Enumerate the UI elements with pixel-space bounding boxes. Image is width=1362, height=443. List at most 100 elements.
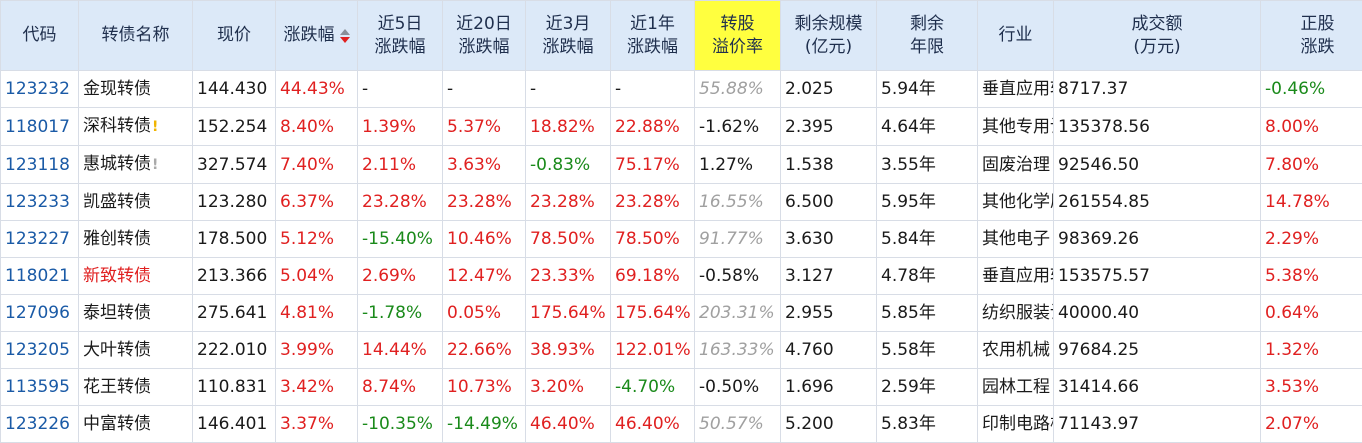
change-cell: 5.04%: [276, 258, 358, 295]
bond-name-cell[interactable]: 深科转债!: [79, 108, 193, 146]
header-scale[interactable]: 剩余规模(亿元): [781, 1, 877, 71]
bond-code[interactable]: 127096: [1, 295, 79, 332]
change-3m-cell: -: [526, 71, 611, 108]
header-premium[interactable]: 转股溢价率: [695, 1, 781, 71]
term-cell: 4.64年: [877, 108, 978, 146]
change-3m-cell: 23.28%: [526, 184, 611, 221]
bond-name[interactable]: 深科转债: [83, 116, 151, 136]
scale-cell: 2.025: [781, 71, 877, 108]
header-change[interactable]: 涨跌幅: [276, 1, 358, 71]
header-name[interactable]: 转债名称: [79, 1, 193, 71]
term-cell: 2.59年: [877, 369, 978, 406]
header-change-20d[interactable]: 近20日涨跌幅: [443, 1, 526, 71]
header-volume[interactable]: 成交额(万元): [1054, 1, 1261, 71]
price-cell: 327.574: [193, 146, 276, 184]
bond-name-cell[interactable]: 中富转债: [79, 406, 193, 443]
bond-code[interactable]: 123205: [1, 332, 79, 369]
bond-name[interactable]: 花王转债: [83, 377, 151, 397]
header-change-5d[interactable]: 近5日涨跌幅: [358, 1, 443, 71]
premium-cell: 50.57%: [695, 406, 781, 443]
price-cell: 146.401: [193, 406, 276, 443]
bond-name[interactable]: 中富转债: [83, 414, 151, 434]
bond-code[interactable]: 123227: [1, 221, 79, 258]
industry-cell: 园林工程: [978, 369, 1054, 406]
change-5d-cell: -10.35%: [358, 406, 443, 443]
header-code[interactable]: 代码: [1, 1, 79, 71]
stock-change-cell: 14.78%: [1261, 184, 1362, 221]
header-change-3m[interactable]: 近3月涨跌幅: [526, 1, 611, 71]
change-1y-cell: -: [611, 71, 695, 108]
price-cell: 110.831: [193, 369, 276, 406]
bond-name[interactable]: 泰坦转债: [83, 303, 151, 323]
bond-code[interactable]: 123232: [1, 71, 79, 108]
change-1y-cell: 22.88%: [611, 108, 695, 146]
change-3m-cell: 46.40%: [526, 406, 611, 443]
stock-change-cell: 3.53%: [1261, 369, 1362, 406]
premium-cell: 55.88%: [695, 71, 781, 108]
change-1y-cell: 175.64%: [611, 295, 695, 332]
bond-code[interactable]: 123233: [1, 184, 79, 221]
volume-cell: 92546.50: [1054, 146, 1261, 184]
bond-code[interactable]: 118017: [1, 108, 79, 146]
scale-cell: 2.955: [781, 295, 877, 332]
premium-cell: 16.55%: [695, 184, 781, 221]
change-1y-cell: 75.17%: [611, 146, 695, 184]
change-cell: 3.99%: [276, 332, 358, 369]
bond-code[interactable]: 123118: [1, 146, 79, 184]
bond-name[interactable]: 惠城转债: [83, 154, 151, 174]
bond-name[interactable]: 金现转债: [83, 79, 151, 99]
change-cell: 4.81%: [276, 295, 358, 332]
bond-name-cell[interactable]: 金现转债: [79, 71, 193, 108]
premium-cell: -0.58%: [695, 258, 781, 295]
volume-cell: 8717.37: [1054, 71, 1261, 108]
bond-name-cell[interactable]: 花王转债: [79, 369, 193, 406]
industry-cell: 印制电路板: [978, 406, 1054, 443]
bond-name-cell[interactable]: 凯盛转债: [79, 184, 193, 221]
bond-name-cell[interactable]: 惠城转债!: [79, 146, 193, 184]
bond-code[interactable]: 113595: [1, 369, 79, 406]
change-5d-cell: 2.11%: [358, 146, 443, 184]
change-cell: 7.40%: [276, 146, 358, 184]
bond-name-cell[interactable]: 雅创转债: [79, 221, 193, 258]
bond-code[interactable]: 123226: [1, 406, 79, 443]
change-cell: 3.37%: [276, 406, 358, 443]
bond-name[interactable]: 雅创转债: [83, 229, 151, 249]
bond-name-cell[interactable]: 泰坦转债: [79, 295, 193, 332]
header-term[interactable]: 剩余年限: [877, 1, 978, 71]
header-stock-change[interactable]: 正股涨跌: [1261, 1, 1362, 71]
header-change-1y[interactable]: 近1年涨跌幅: [611, 1, 695, 71]
term-cell: 5.84年: [877, 221, 978, 258]
bond-name[interactable]: 凯盛转债: [83, 192, 151, 212]
industry-cell: 其他电子: [978, 221, 1054, 258]
header-price[interactable]: 现价: [193, 1, 276, 71]
bond-name[interactable]: 大叶转债: [83, 340, 151, 360]
price-cell: 275.641: [193, 295, 276, 332]
industry-cell: 垂直应用软件: [978, 258, 1054, 295]
bond-code[interactable]: 118021: [1, 258, 79, 295]
change-20d-cell: -14.49%: [443, 406, 526, 443]
bond-name[interactable]: 新致转债: [83, 266, 151, 286]
change-cell: 6.37%: [276, 184, 358, 221]
change-5d-cell: 14.44%: [358, 332, 443, 369]
bond-name-cell[interactable]: 大叶转债: [79, 332, 193, 369]
scale-cell: 1.538: [781, 146, 877, 184]
change-1y-cell: -4.70%: [611, 369, 695, 406]
term-cell: 5.83年: [877, 406, 978, 443]
header-industry[interactable]: 行业: [978, 1, 1054, 71]
volume-cell: 40000.40: [1054, 295, 1261, 332]
change-3m-cell: -0.83%: [526, 146, 611, 184]
price-cell: 152.254: [193, 108, 276, 146]
stock-change-cell: 1.32%: [1261, 332, 1362, 369]
bond-name-cell[interactable]: 新致转债: [79, 258, 193, 295]
